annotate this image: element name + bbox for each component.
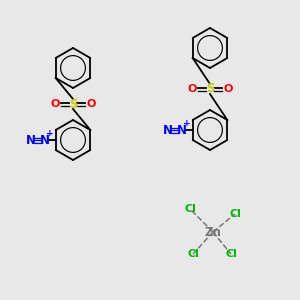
Text: O: O xyxy=(223,84,233,94)
Text: S: S xyxy=(69,98,77,110)
Text: Cl: Cl xyxy=(225,249,237,259)
Text: Cl: Cl xyxy=(187,249,199,259)
Text: O: O xyxy=(50,99,60,109)
Text: Cl: Cl xyxy=(184,204,196,214)
Text: +: + xyxy=(183,118,190,127)
Text: N: N xyxy=(163,124,173,136)
Text: O: O xyxy=(86,99,96,109)
Text: Cl: Cl xyxy=(229,209,241,219)
Text: O: O xyxy=(187,84,197,94)
Text: N: N xyxy=(177,124,187,136)
Text: Zn: Zn xyxy=(205,226,221,238)
Text: S: S xyxy=(206,82,214,95)
Text: N: N xyxy=(40,134,50,146)
Text: N: N xyxy=(26,134,36,146)
Text: +: + xyxy=(46,128,53,137)
